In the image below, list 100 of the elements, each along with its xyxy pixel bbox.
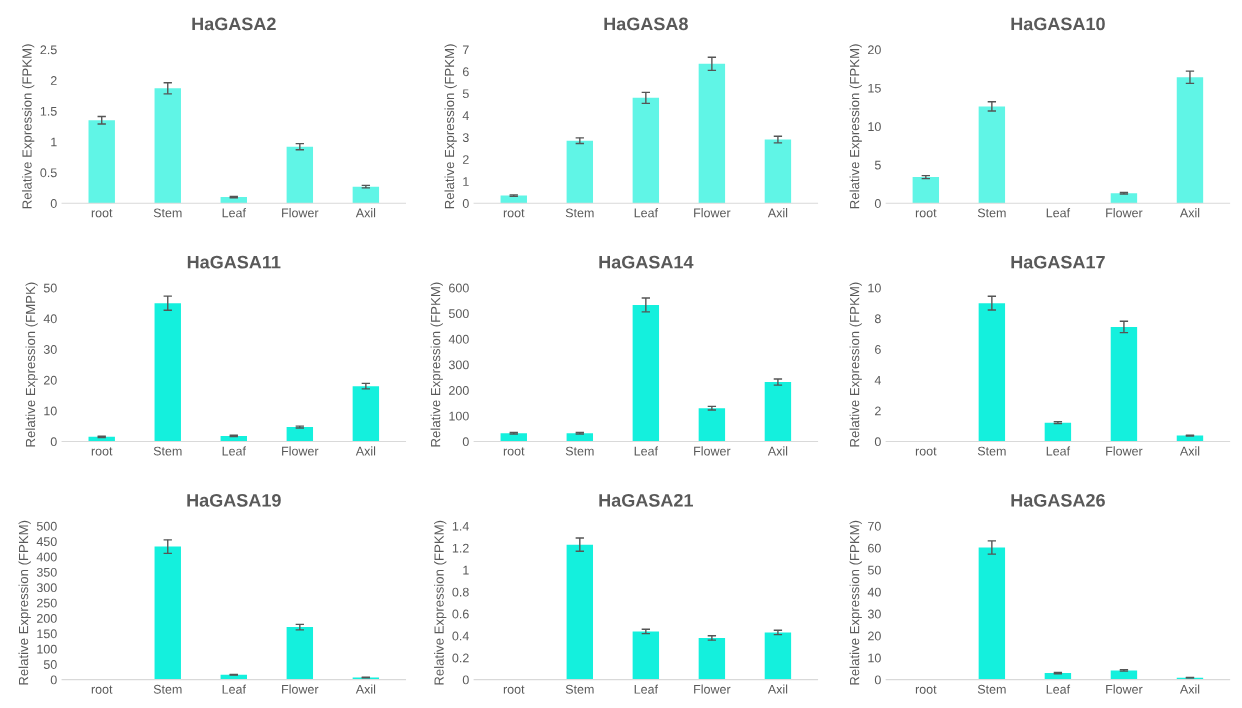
y-tick-label: 0 (462, 437, 469, 447)
x-tick-label: Leaf (634, 208, 659, 218)
x-tick-label: Stem (977, 446, 1006, 456)
x-tick-label: Stem (565, 208, 594, 218)
y-tick-label: 4 (874, 375, 881, 385)
y-tick-label: 0 (50, 437, 57, 447)
x-tick-label: Axil (1179, 684, 1200, 694)
x-tick-label: root (91, 209, 113, 218)
y-tick-label: 0 (50, 675, 57, 685)
y-tick-label: 0.2 (452, 653, 469, 663)
y-tick-label: 2.5 (40, 45, 57, 55)
x-tick-label: Flower (282, 684, 319, 694)
x-tick-label: Leaf (634, 446, 659, 456)
x-tick-label: Leaf (222, 446, 246, 456)
x-tick-label: Axil (355, 208, 376, 218)
y-tick-label: 7 (462, 45, 469, 55)
y-tick-label: 0 (874, 437, 881, 447)
y-tick-label: 40 (43, 314, 57, 324)
y-tick-label: 0 (462, 199, 469, 208)
y-tick-label: 30 (867, 609, 881, 619)
y-tick-label: 6 (462, 67, 469, 77)
y-tick-label: 4 (462, 111, 469, 120)
y-axis-title: Relative Expression (FPKM) (430, 282, 443, 447)
x-tick-label: Flower (694, 208, 731, 218)
x-tick-label: Flower (282, 446, 319, 456)
y-tick-label: 5 (874, 160, 881, 170)
y-tick-label: 50 (43, 283, 57, 293)
x-tick-label: Leaf (634, 684, 659, 694)
y-tick-label: 10 (868, 653, 881, 663)
y-tick-label: 150 (37, 629, 57, 639)
y-tick-label: 8 (874, 314, 881, 324)
y-axis-title: Relative Expression (FPKM) (18, 520, 31, 685)
y-axis-title: Relative Expression (FMPK) (25, 282, 38, 447)
y-axis-title: Relative Expression (FPKM) (444, 44, 457, 209)
y-tick-label: 1 (463, 565, 469, 575)
x-tick-label: Stem (153, 684, 182, 694)
chart-title: HaGASA19 (187, 493, 281, 507)
y-tick-label: 100 (449, 411, 469, 421)
x-tick-label: Flower (1106, 208, 1143, 218)
y-tick-label: 50 (867, 565, 881, 575)
y-tick-label: 250 (37, 598, 57, 608)
y-tick-label: 1.4 (452, 521, 469, 531)
chart-title: HaGASA8 (604, 17, 688, 31)
y-tick-label: 450 (36, 537, 57, 547)
y-tick-label: 60 (868, 543, 881, 553)
y-tick-label: 600 (449, 283, 469, 293)
x-tick-label: root (91, 447, 113, 456)
x-tick-label: Axil (355, 684, 376, 694)
x-tick-label: Stem (977, 208, 1006, 218)
y-tick-label: 200 (37, 614, 57, 623)
chart-title: HaGASA26 (1011, 493, 1105, 507)
y-tick-label: 70 (868, 521, 881, 531)
x-tick-label: Leaf (222, 684, 246, 694)
x-tick-label: Stem (977, 684, 1006, 694)
x-tick-label: root (915, 685, 937, 694)
y-tick-label: 500 (448, 309, 469, 319)
y-axis-title: Relative Expression (FPKM) (849, 44, 862, 209)
x-tick-label: root (915, 209, 937, 218)
x-tick-label: root (503, 447, 525, 456)
y-tick-label: 0 (874, 675, 881, 685)
chart-title: HaGASA17 (1011, 255, 1105, 269)
chart-title: HaGASA14 (599, 255, 694, 269)
y-tick-label: 500 (36, 521, 57, 531)
y-tick-label: 300 (448, 360, 469, 370)
x-tick-label: Axil (355, 446, 376, 456)
x-tick-label: Leaf (1046, 208, 1071, 218)
y-tick-label: 20 (868, 45, 881, 55)
x-tick-label: Flower (282, 208, 319, 218)
y-tick-label: 0 (874, 199, 881, 208)
y-tick-label: 200 (449, 386, 469, 395)
chart-title: HaGASA21 (599, 493, 693, 507)
y-tick-label: 0.5 (40, 168, 57, 178)
y-tick-label: 400 (36, 552, 57, 562)
y-tick-label: 300 (36, 583, 57, 593)
x-tick-label: Axil (767, 684, 788, 694)
x-tick-label: Flower (694, 684, 731, 694)
y-tick-label: 5 (462, 89, 469, 99)
x-tick-label: Axil (1179, 446, 1200, 456)
y-tick-label: 2 (875, 406, 881, 416)
y-tick-label: 100 (37, 644, 57, 654)
y-axis-title: Relative Expression (FPKM) (849, 520, 862, 685)
y-tick-label: 0.4 (452, 631, 469, 641)
y-tick-label: 1.2 (452, 543, 469, 553)
y-axis-title: Relative Expression (FPKM) (849, 282, 862, 447)
y-tick-label: 0 (462, 675, 469, 685)
x-tick-label: Flower (1106, 684, 1143, 694)
y-tick-label: 50 (43, 660, 57, 669)
y-tick-label: 1.5 (40, 106, 57, 116)
y-axis-title: Relative Expression (FPKM) (434, 520, 447, 685)
y-tick-label: 15 (868, 83, 881, 93)
x-tick-label: root (503, 685, 525, 694)
x-tick-label: Axil (1179, 208, 1200, 218)
y-tick-label: 350 (36, 567, 57, 577)
x-tick-label: root (503, 209, 525, 218)
y-tick-label: 10 (868, 122, 881, 132)
y-tick-label: 30 (43, 345, 57, 354)
x-tick-label: Flower (694, 446, 731, 456)
y-tick-label: 3 (462, 133, 469, 143)
y-axis-title: Relative Expression (FPKM) (22, 44, 35, 209)
x-tick-label: Stem (565, 446, 594, 456)
